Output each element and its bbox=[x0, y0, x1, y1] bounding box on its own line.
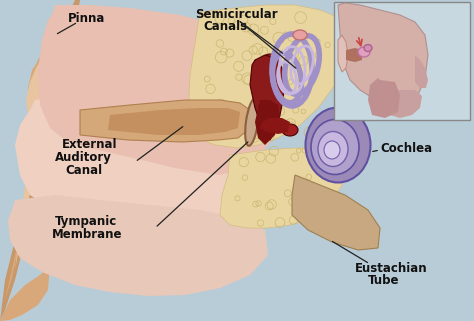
Polygon shape bbox=[346, 48, 362, 62]
Polygon shape bbox=[220, 148, 345, 228]
Polygon shape bbox=[5, 15, 72, 300]
Polygon shape bbox=[15, 30, 64, 270]
Text: Canal: Canal bbox=[65, 164, 102, 178]
Ellipse shape bbox=[358, 47, 370, 57]
Ellipse shape bbox=[306, 108, 371, 183]
Ellipse shape bbox=[324, 141, 340, 159]
Ellipse shape bbox=[245, 98, 259, 146]
Text: Auditory: Auditory bbox=[55, 152, 112, 164]
Polygon shape bbox=[250, 55, 285, 140]
Polygon shape bbox=[415, 55, 428, 88]
Ellipse shape bbox=[259, 54, 281, 82]
Polygon shape bbox=[15, 95, 270, 240]
Ellipse shape bbox=[311, 119, 359, 175]
Text: Semicircular: Semicircular bbox=[195, 7, 278, 21]
Ellipse shape bbox=[282, 124, 298, 136]
Text: External: External bbox=[62, 138, 118, 152]
Text: Tympanic: Tympanic bbox=[55, 215, 117, 229]
Text: Pinna: Pinna bbox=[68, 12, 105, 24]
Polygon shape bbox=[338, 3, 428, 112]
Text: Tube: Tube bbox=[368, 274, 400, 288]
Polygon shape bbox=[255, 100, 280, 145]
FancyBboxPatch shape bbox=[334, 2, 470, 120]
Ellipse shape bbox=[364, 45, 372, 51]
Polygon shape bbox=[0, 265, 50, 321]
Polygon shape bbox=[292, 175, 380, 250]
Polygon shape bbox=[80, 100, 250, 142]
Polygon shape bbox=[108, 108, 240, 135]
Polygon shape bbox=[385, 90, 422, 118]
Ellipse shape bbox=[293, 30, 307, 40]
Polygon shape bbox=[188, 5, 348, 148]
Polygon shape bbox=[0, 0, 80, 321]
Polygon shape bbox=[260, 118, 290, 134]
Polygon shape bbox=[338, 35, 348, 72]
Text: Membrane: Membrane bbox=[52, 229, 122, 241]
Polygon shape bbox=[8, 195, 268, 296]
Ellipse shape bbox=[318, 132, 348, 167]
Text: Eustachian: Eustachian bbox=[355, 262, 428, 274]
Polygon shape bbox=[40, 5, 260, 135]
Polygon shape bbox=[38, 5, 290, 175]
Text: Canals: Canals bbox=[203, 20, 247, 32]
Polygon shape bbox=[368, 78, 400, 118]
Text: Cochlea: Cochlea bbox=[380, 142, 432, 154]
